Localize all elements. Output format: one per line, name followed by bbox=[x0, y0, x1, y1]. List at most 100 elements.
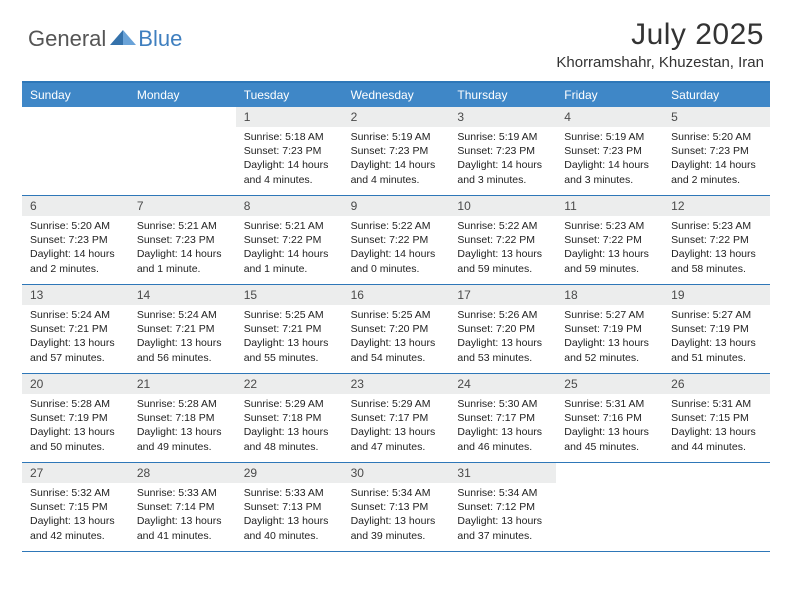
day-content: Sunrise: 5:22 AMSunset: 7:22 PMDaylight:… bbox=[343, 216, 450, 280]
day-cell: 14Sunrise: 5:24 AMSunset: 7:21 PMDayligh… bbox=[129, 285, 236, 373]
day-header: Tuesday bbox=[236, 83, 343, 107]
day-cell: 19Sunrise: 5:27 AMSunset: 7:19 PMDayligh… bbox=[663, 285, 770, 373]
week-row: 1Sunrise: 5:18 AMSunset: 7:23 PMDaylight… bbox=[22, 107, 770, 196]
day-header: Thursday bbox=[449, 83, 556, 107]
day-content: Sunrise: 5:30 AMSunset: 7:17 PMDaylight:… bbox=[449, 394, 556, 458]
day-cell: 1Sunrise: 5:18 AMSunset: 7:23 PMDaylight… bbox=[236, 107, 343, 195]
day-cell: 28Sunrise: 5:33 AMSunset: 7:14 PMDayligh… bbox=[129, 463, 236, 551]
day-content: Sunrise: 5:25 AMSunset: 7:21 PMDaylight:… bbox=[236, 305, 343, 369]
logo-triangle-icon bbox=[110, 28, 136, 51]
day-number: 3 bbox=[449, 107, 556, 127]
day-cell: 9Sunrise: 5:22 AMSunset: 7:22 PMDaylight… bbox=[343, 196, 450, 284]
week-row: 6Sunrise: 5:20 AMSunset: 7:23 PMDaylight… bbox=[22, 196, 770, 285]
day-number: 31 bbox=[449, 463, 556, 483]
empty-cell bbox=[556, 463, 663, 551]
day-number: 22 bbox=[236, 374, 343, 394]
day-cell: 20Sunrise: 5:28 AMSunset: 7:19 PMDayligh… bbox=[22, 374, 129, 462]
day-cell: 16Sunrise: 5:25 AMSunset: 7:20 PMDayligh… bbox=[343, 285, 450, 373]
day-cell: 2Sunrise: 5:19 AMSunset: 7:23 PMDaylight… bbox=[343, 107, 450, 195]
day-number: 19 bbox=[663, 285, 770, 305]
day-number: 27 bbox=[22, 463, 129, 483]
week-row: 20Sunrise: 5:28 AMSunset: 7:19 PMDayligh… bbox=[22, 374, 770, 463]
day-cell: 21Sunrise: 5:28 AMSunset: 7:18 PMDayligh… bbox=[129, 374, 236, 462]
day-content: Sunrise: 5:26 AMSunset: 7:20 PMDaylight:… bbox=[449, 305, 556, 369]
day-content: Sunrise: 5:31 AMSunset: 7:15 PMDaylight:… bbox=[663, 394, 770, 458]
day-content: Sunrise: 5:27 AMSunset: 7:19 PMDaylight:… bbox=[663, 305, 770, 369]
day-number: 12 bbox=[663, 196, 770, 216]
day-content: Sunrise: 5:24 AMSunset: 7:21 PMDaylight:… bbox=[129, 305, 236, 369]
day-content: Sunrise: 5:34 AMSunset: 7:13 PMDaylight:… bbox=[343, 483, 450, 547]
day-content: Sunrise: 5:24 AMSunset: 7:21 PMDaylight:… bbox=[22, 305, 129, 369]
day-cell: 18Sunrise: 5:27 AMSunset: 7:19 PMDayligh… bbox=[556, 285, 663, 373]
day-content: Sunrise: 5:20 AMSunset: 7:23 PMDaylight:… bbox=[663, 127, 770, 191]
day-content: Sunrise: 5:25 AMSunset: 7:20 PMDaylight:… bbox=[343, 305, 450, 369]
day-content: Sunrise: 5:29 AMSunset: 7:18 PMDaylight:… bbox=[236, 394, 343, 458]
logo-text-blue: Blue bbox=[138, 26, 182, 52]
day-cell: 22Sunrise: 5:29 AMSunset: 7:18 PMDayligh… bbox=[236, 374, 343, 462]
day-content: Sunrise: 5:33 AMSunset: 7:13 PMDaylight:… bbox=[236, 483, 343, 547]
day-number: 6 bbox=[22, 196, 129, 216]
empty-cell bbox=[22, 107, 129, 195]
day-content: Sunrise: 5:28 AMSunset: 7:19 PMDaylight:… bbox=[22, 394, 129, 458]
day-content: Sunrise: 5:21 AMSunset: 7:23 PMDaylight:… bbox=[129, 216, 236, 280]
day-content: Sunrise: 5:27 AMSunset: 7:19 PMDaylight:… bbox=[556, 305, 663, 369]
day-number: 21 bbox=[129, 374, 236, 394]
logo: General Blue bbox=[28, 18, 182, 52]
day-content: Sunrise: 5:19 AMSunset: 7:23 PMDaylight:… bbox=[449, 127, 556, 191]
day-number: 14 bbox=[129, 285, 236, 305]
day-number: 11 bbox=[556, 196, 663, 216]
day-content: Sunrise: 5:33 AMSunset: 7:14 PMDaylight:… bbox=[129, 483, 236, 547]
day-number: 25 bbox=[556, 374, 663, 394]
location-text: Khorramshahr, Khuzestan, Iran bbox=[556, 54, 764, 71]
day-content: Sunrise: 5:18 AMSunset: 7:23 PMDaylight:… bbox=[236, 127, 343, 191]
day-number bbox=[556, 463, 663, 483]
day-number: 4 bbox=[556, 107, 663, 127]
day-cell: 24Sunrise: 5:30 AMSunset: 7:17 PMDayligh… bbox=[449, 374, 556, 462]
day-number bbox=[663, 463, 770, 483]
day-content: Sunrise: 5:31 AMSunset: 7:16 PMDaylight:… bbox=[556, 394, 663, 458]
day-cell: 13Sunrise: 5:24 AMSunset: 7:21 PMDayligh… bbox=[22, 285, 129, 373]
day-header-row: SundayMondayTuesdayWednesdayThursdayFrid… bbox=[22, 83, 770, 107]
month-title: July 2025 bbox=[556, 18, 764, 52]
day-content: Sunrise: 5:34 AMSunset: 7:12 PMDaylight:… bbox=[449, 483, 556, 547]
day-content: Sunrise: 5:22 AMSunset: 7:22 PMDaylight:… bbox=[449, 216, 556, 280]
day-cell: 31Sunrise: 5:34 AMSunset: 7:12 PMDayligh… bbox=[449, 463, 556, 551]
day-number: 29 bbox=[236, 463, 343, 483]
day-content: Sunrise: 5:23 AMSunset: 7:22 PMDaylight:… bbox=[556, 216, 663, 280]
day-number: 5 bbox=[663, 107, 770, 127]
empty-cell bbox=[129, 107, 236, 195]
day-cell: 10Sunrise: 5:22 AMSunset: 7:22 PMDayligh… bbox=[449, 196, 556, 284]
day-header: Wednesday bbox=[343, 83, 450, 107]
day-content: Sunrise: 5:19 AMSunset: 7:23 PMDaylight:… bbox=[343, 127, 450, 191]
week-row: 13Sunrise: 5:24 AMSunset: 7:21 PMDayligh… bbox=[22, 285, 770, 374]
day-cell: 30Sunrise: 5:34 AMSunset: 7:13 PMDayligh… bbox=[343, 463, 450, 551]
week-row: 27Sunrise: 5:32 AMSunset: 7:15 PMDayligh… bbox=[22, 463, 770, 552]
day-header: Saturday bbox=[663, 83, 770, 107]
day-cell: 7Sunrise: 5:21 AMSunset: 7:23 PMDaylight… bbox=[129, 196, 236, 284]
day-content: Sunrise: 5:32 AMSunset: 7:15 PMDaylight:… bbox=[22, 483, 129, 547]
weeks-container: 1Sunrise: 5:18 AMSunset: 7:23 PMDaylight… bbox=[22, 107, 770, 552]
day-number: 7 bbox=[129, 196, 236, 216]
day-content: Sunrise: 5:21 AMSunset: 7:22 PMDaylight:… bbox=[236, 216, 343, 280]
day-number: 16 bbox=[343, 285, 450, 305]
day-number: 26 bbox=[663, 374, 770, 394]
day-cell: 23Sunrise: 5:29 AMSunset: 7:17 PMDayligh… bbox=[343, 374, 450, 462]
day-cell: 27Sunrise: 5:32 AMSunset: 7:15 PMDayligh… bbox=[22, 463, 129, 551]
day-header: Friday bbox=[556, 83, 663, 107]
day-cell: 17Sunrise: 5:26 AMSunset: 7:20 PMDayligh… bbox=[449, 285, 556, 373]
day-cell: 4Sunrise: 5:19 AMSunset: 7:23 PMDaylight… bbox=[556, 107, 663, 195]
day-content: Sunrise: 5:19 AMSunset: 7:23 PMDaylight:… bbox=[556, 127, 663, 191]
day-number: 24 bbox=[449, 374, 556, 394]
day-content: Sunrise: 5:23 AMSunset: 7:22 PMDaylight:… bbox=[663, 216, 770, 280]
day-cell: 3Sunrise: 5:19 AMSunset: 7:23 PMDaylight… bbox=[449, 107, 556, 195]
day-cell: 5Sunrise: 5:20 AMSunset: 7:23 PMDaylight… bbox=[663, 107, 770, 195]
day-cell: 29Sunrise: 5:33 AMSunset: 7:13 PMDayligh… bbox=[236, 463, 343, 551]
day-number: 28 bbox=[129, 463, 236, 483]
day-cell: 26Sunrise: 5:31 AMSunset: 7:15 PMDayligh… bbox=[663, 374, 770, 462]
calendar: SundayMondayTuesdayWednesdayThursdayFrid… bbox=[22, 81, 770, 552]
day-number: 18 bbox=[556, 285, 663, 305]
day-cell: 12Sunrise: 5:23 AMSunset: 7:22 PMDayligh… bbox=[663, 196, 770, 284]
title-block: July 2025 Khorramshahr, Khuzestan, Iran bbox=[556, 18, 764, 71]
day-number: 20 bbox=[22, 374, 129, 394]
header: General Blue July 2025 Khorramshahr, Khu… bbox=[0, 0, 792, 75]
